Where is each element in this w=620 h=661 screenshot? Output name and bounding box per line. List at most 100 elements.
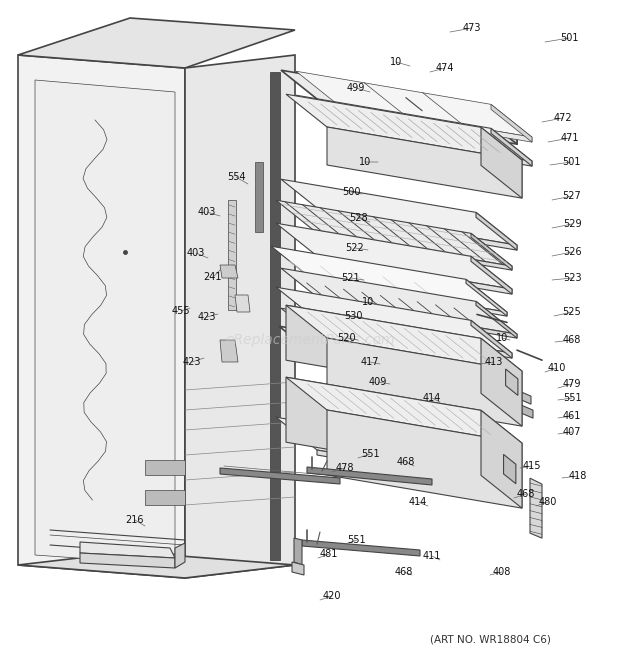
Text: 474: 474 [436,63,454,73]
Text: 480: 480 [539,497,557,507]
Polygon shape [276,287,512,353]
Polygon shape [307,467,432,485]
Polygon shape [327,127,522,198]
Polygon shape [80,553,175,568]
Polygon shape [270,72,280,560]
Text: 479: 479 [563,379,582,389]
Polygon shape [220,468,340,484]
Text: 523: 523 [563,273,582,283]
Text: 526: 526 [563,247,582,257]
Text: 423: 423 [183,357,202,367]
Text: 415: 415 [523,461,541,471]
Polygon shape [228,200,236,310]
Text: 471: 471 [560,133,579,143]
Polygon shape [337,128,532,166]
Text: 409: 409 [369,377,387,387]
Text: 501: 501 [562,157,580,167]
Polygon shape [471,450,512,488]
Polygon shape [255,162,263,232]
Polygon shape [491,128,532,166]
Polygon shape [519,404,533,418]
Polygon shape [292,562,304,575]
Text: 411: 411 [423,551,441,561]
Polygon shape [220,340,238,362]
Polygon shape [279,326,515,392]
Polygon shape [281,70,517,136]
Polygon shape [517,390,531,404]
Polygon shape [145,460,185,475]
Text: 521: 521 [342,273,360,283]
Text: 10: 10 [359,157,371,167]
Text: 551: 551 [348,535,366,545]
Polygon shape [276,417,512,483]
Text: 461: 461 [563,411,581,421]
Text: 418: 418 [569,471,587,481]
Polygon shape [327,338,522,426]
Text: 528: 528 [348,213,367,223]
Polygon shape [476,301,517,338]
Text: 522: 522 [345,243,365,253]
Polygon shape [175,543,185,568]
Polygon shape [276,223,512,289]
Text: 241: 241 [204,272,222,282]
Text: 551: 551 [361,449,379,459]
Polygon shape [18,18,295,68]
Polygon shape [18,55,185,578]
Polygon shape [296,95,532,161]
Text: 500: 500 [342,187,360,197]
Polygon shape [471,321,512,358]
Text: 10: 10 [496,333,508,343]
Polygon shape [297,256,337,264]
Text: 468: 468 [395,567,413,577]
Polygon shape [312,279,507,316]
Text: 10: 10 [390,57,402,67]
Polygon shape [276,200,512,266]
Polygon shape [481,128,522,198]
Polygon shape [320,359,515,398]
Polygon shape [185,55,295,578]
Text: 10: 10 [362,297,374,307]
Text: 520: 520 [338,333,356,343]
Polygon shape [286,305,522,371]
Polygon shape [322,341,517,378]
Polygon shape [476,341,517,378]
Text: 403: 403 [198,207,216,217]
Polygon shape [317,320,512,358]
Polygon shape [317,450,512,488]
Polygon shape [466,280,507,316]
Polygon shape [530,478,542,538]
Polygon shape [35,80,175,565]
Polygon shape [481,410,522,508]
Text: 530: 530 [343,311,362,321]
Text: 501: 501 [560,33,578,43]
Polygon shape [505,369,518,395]
Polygon shape [286,377,481,475]
Polygon shape [281,308,517,374]
Polygon shape [317,233,512,270]
Text: 414: 414 [409,497,427,507]
Polygon shape [286,95,522,160]
Polygon shape [80,542,175,558]
Polygon shape [271,246,507,312]
Polygon shape [296,71,532,137]
Text: 478: 478 [336,463,354,473]
Text: 420: 420 [323,591,341,601]
Polygon shape [322,301,517,338]
Text: 472: 472 [554,113,572,123]
Text: 407: 407 [563,427,582,437]
Text: 423: 423 [198,312,216,322]
Polygon shape [337,104,532,142]
Polygon shape [281,179,517,245]
Text: 481: 481 [320,549,338,559]
Polygon shape [302,540,420,556]
Text: 525: 525 [562,307,582,317]
Text: 403: 403 [187,248,205,258]
Polygon shape [474,360,515,398]
Text: 529: 529 [563,219,582,229]
Polygon shape [220,265,238,278]
Polygon shape [18,552,295,578]
Polygon shape [471,256,512,294]
Polygon shape [294,538,302,565]
Text: 468: 468 [517,489,535,499]
Text: (ART NO. WR18804 C6): (ART NO. WR18804 C6) [430,635,551,645]
